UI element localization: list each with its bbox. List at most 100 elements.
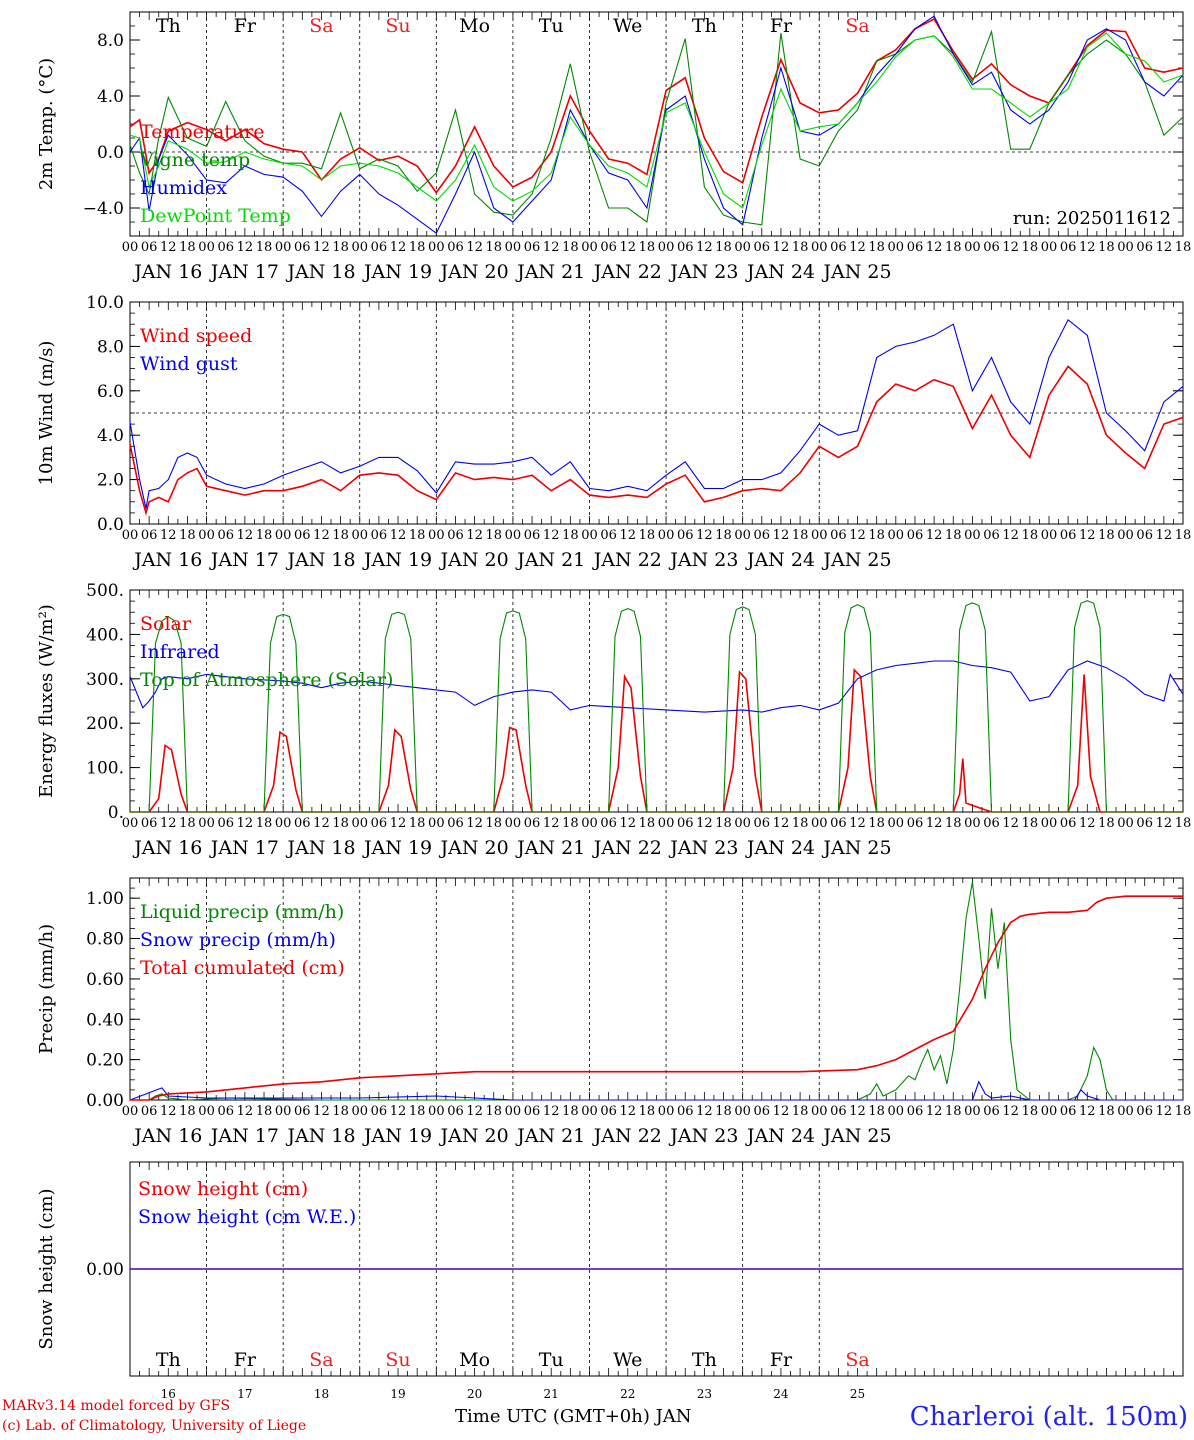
- x-hour-label: 06: [447, 1104, 464, 1119]
- legend-entry: DewPoint Temp: [140, 205, 291, 227]
- x-date-label: JAN 16: [132, 261, 202, 283]
- legend-entry: Total cumulated (cm): [140, 957, 345, 979]
- x-hour-label: 12: [1079, 528, 1096, 543]
- x-date-label: JAN 22: [592, 837, 662, 859]
- x-hour-label: 18: [332, 240, 349, 255]
- legend-entry: Vigne temp: [139, 149, 250, 171]
- x-hour-label: 06: [1060, 528, 1077, 543]
- series-line-wind-gust: [129, 318, 1184, 509]
- x-hour-label: 00: [1117, 240, 1134, 255]
- x-hour-label: 12: [237, 816, 254, 831]
- x-hour-label: 18: [1022, 1104, 1039, 1119]
- x-hour-label: 18: [1175, 816, 1192, 831]
- x-hour-label: 12: [1002, 816, 1019, 831]
- x-hour-label: 06: [600, 240, 617, 255]
- x-hour-label: 18: [409, 528, 426, 543]
- series-line-temperature: [129, 17, 1184, 194]
- legend-entry: Humidex: [140, 177, 227, 199]
- x-date-label: JAN 22: [592, 261, 662, 283]
- x-hour-label: 00: [1117, 816, 1134, 831]
- x-hour-label: 18: [792, 240, 809, 255]
- x-hour-label: 00: [1117, 1104, 1134, 1119]
- day-number-label: 18: [314, 1387, 329, 1401]
- y-tick-label: −4.0: [83, 199, 124, 219]
- day-number-label: 19: [390, 1387, 405, 1401]
- x-hour-label: 06: [217, 1104, 234, 1119]
- x-hour-label: 18: [256, 816, 273, 831]
- x-date-label: JAN 19: [362, 549, 432, 571]
- legend-entry: Infrared: [140, 641, 220, 663]
- x-hour-label: 00: [734, 816, 751, 831]
- x-hour-label: 12: [390, 1104, 407, 1119]
- legend-entry: Wind gust: [140, 353, 238, 375]
- x-hour-label: 00: [888, 1104, 905, 1119]
- day-number-label: 20: [467, 1387, 482, 1401]
- x-date-label: JAN 24: [745, 549, 815, 571]
- day-number-label: 17: [237, 1387, 252, 1401]
- x-hour-label: 00: [505, 528, 522, 543]
- x-date-label: JAN 21: [515, 549, 585, 571]
- x-hour-label: 06: [983, 1104, 1000, 1119]
- x-hour-label: 00: [1041, 240, 1058, 255]
- panel-frame: [129, 589, 1184, 813]
- x-date-label: JAN 20: [439, 549, 509, 571]
- x-axis-title: Time UTC (GMT+0h) JAN: [455, 1406, 692, 1427]
- x-hour-label: 00: [1117, 528, 1134, 543]
- x-date-label: JAN 18: [285, 261, 355, 283]
- weekday-label: Su: [385, 1349, 410, 1371]
- y-tick-label: 8.0: [97, 337, 124, 357]
- weekday-label: Sa: [309, 1349, 333, 1371]
- y-tick-label: 0.00: [86, 1091, 124, 1111]
- weekday-label: Su: [385, 15, 410, 37]
- x-hour-label: 06: [1136, 1104, 1153, 1119]
- x-hour-label: 18: [868, 528, 885, 543]
- x-hour-label: 00: [964, 528, 981, 543]
- x-hour-label: 00: [964, 816, 981, 831]
- x-hour-label: 00: [888, 240, 905, 255]
- y-tick-label: 0.80: [86, 930, 124, 950]
- x-date-label: JAN 25: [821, 261, 891, 283]
- y-axis-label: Precip (mm/h): [36, 924, 57, 1054]
- day-number-label: 24: [773, 1387, 789, 1401]
- x-hour-label: 18: [1175, 1104, 1192, 1119]
- x-hour-label: 18: [868, 240, 885, 255]
- y-tick-label: 0.0: [97, 143, 124, 163]
- y-tick-label: 300.: [86, 670, 124, 690]
- x-hour-label: 12: [543, 528, 560, 543]
- weekday-label: We: [613, 15, 642, 37]
- x-hour-label: 12: [849, 1104, 866, 1119]
- x-hour-label: 06: [294, 240, 311, 255]
- x-date-label: JAN 20: [439, 261, 509, 283]
- x-hour-label: 06: [447, 816, 464, 831]
- x-hour-label: 00: [428, 528, 445, 543]
- x-hour-label: 06: [677, 816, 694, 831]
- x-hour-label: 18: [485, 240, 502, 255]
- y-tick-label: 1.00: [86, 889, 124, 909]
- x-hour-label: 18: [562, 528, 579, 543]
- x-hour-label: 00: [734, 240, 751, 255]
- weekday-label: Th: [156, 1349, 181, 1371]
- x-hour-label: 12: [696, 240, 713, 255]
- day-number-label: 22: [620, 1387, 635, 1401]
- weekday-label: Sa: [309, 15, 333, 37]
- x-hour-label: 18: [1175, 528, 1192, 543]
- x-hour-label: 06: [217, 528, 234, 543]
- x-hour-label: 00: [581, 816, 598, 831]
- x-hour-label: 18: [715, 816, 732, 831]
- x-hour-label: 06: [1136, 240, 1153, 255]
- x-date-label: JAN 18: [285, 549, 355, 571]
- weekday-label: Th: [692, 1349, 717, 1371]
- x-hour-label: 00: [351, 240, 368, 255]
- x-hour-label: 12: [390, 528, 407, 543]
- x-hour-label: 12: [160, 240, 177, 255]
- x-hour-label: 12: [160, 816, 177, 831]
- x-hour-label: 18: [639, 1104, 656, 1119]
- x-hour-label: 06: [141, 816, 158, 831]
- x-date-label: JAN 21: [515, 261, 585, 283]
- y-tick-label: 4.0: [97, 87, 124, 107]
- y-tick-label: 500.: [86, 581, 124, 601]
- panel-3: 0. 100. 200. 300. 400. 500. Energy fluxes (W/m…: [36, 581, 1191, 859]
- x-hour-label: 06: [754, 1104, 771, 1119]
- x-date-label: JAN 17: [209, 549, 279, 571]
- series-line-wind-speed: [129, 365, 1184, 516]
